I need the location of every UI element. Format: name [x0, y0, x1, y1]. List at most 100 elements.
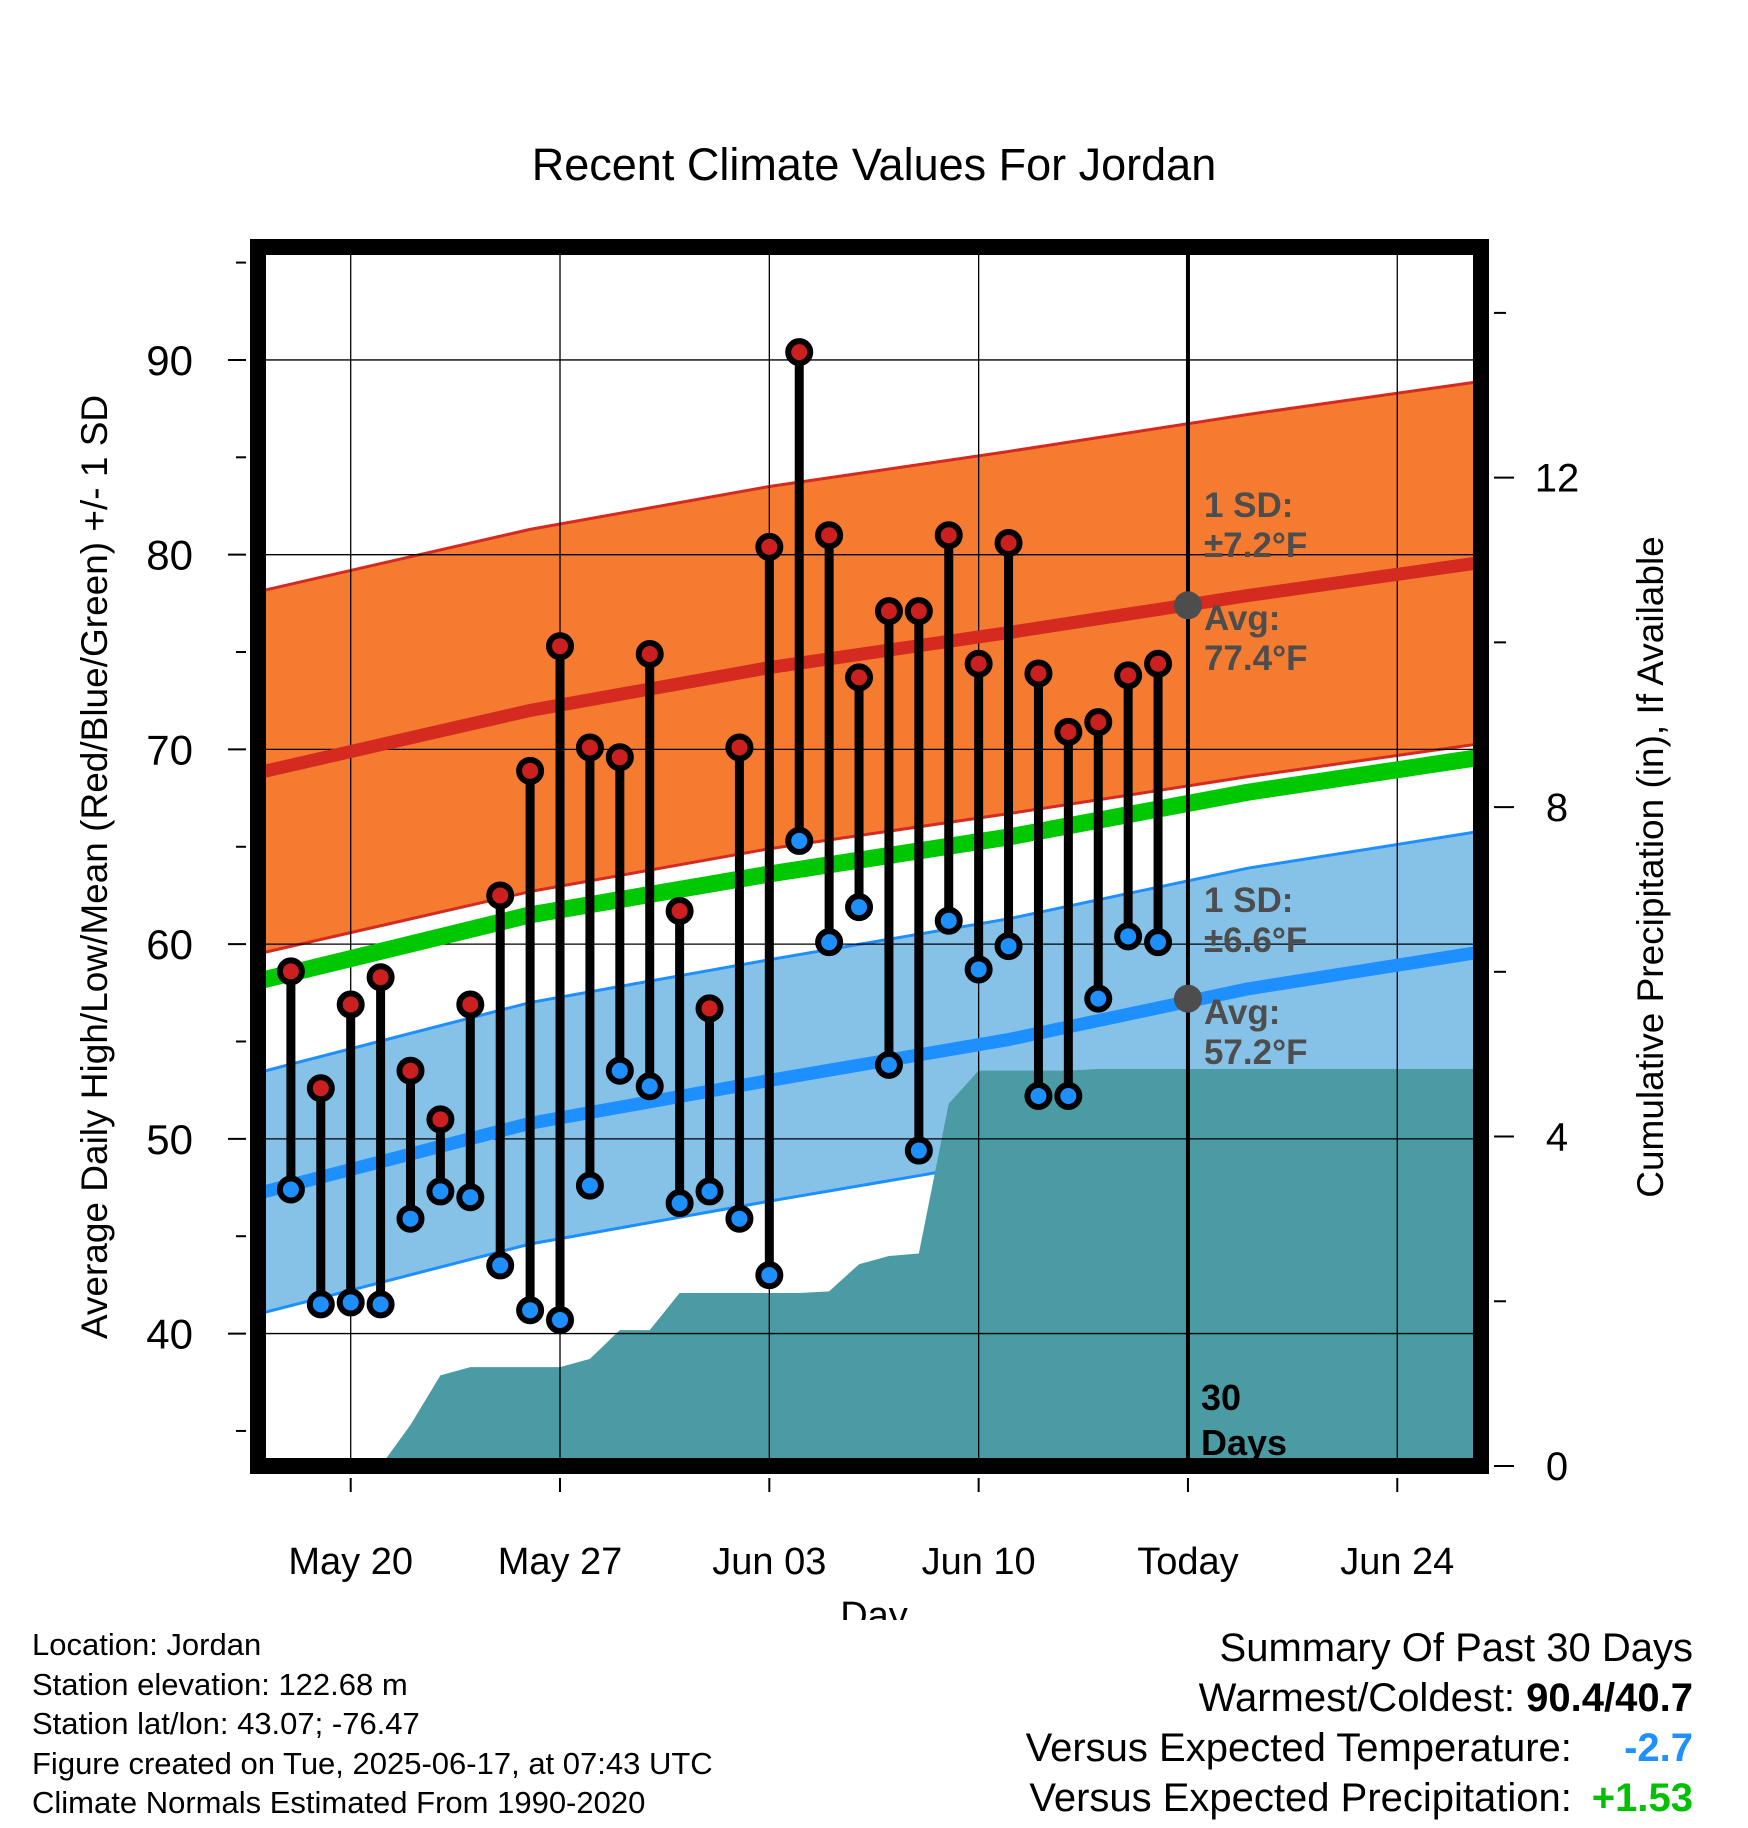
precip-value: +1.53 — [1591, 1776, 1693, 1820]
low-temp-point — [516, 1296, 545, 1325]
y2-tick-label: 12 — [1535, 457, 1580, 501]
climate-chart: Recent Climate Values For Jordan 30 Days … — [74, 139, 1671, 1620]
low-temp-point — [426, 1177, 455, 1206]
x-tick-label: May 27 — [498, 1541, 623, 1583]
low-temp-point — [336, 1288, 365, 1317]
chart-title: Recent Climate Values For Jordan — [532, 139, 1216, 190]
high-avg-marker — [1173, 591, 1202, 620]
high-temp-point — [605, 743, 634, 772]
temp-label: Versus Expected Temperature: — [1025, 1726, 1572, 1770]
summary-precip: Versus Expected Precipitation: +1.53 — [1026, 1773, 1693, 1823]
y-axis-label: Average Daily High/Low/Mean (Red/Blue/Gr… — [74, 395, 115, 1339]
high-sd-value: ±7.2°F — [1204, 526, 1307, 565]
station-elevation: Station elevation: 122.68 m — [32, 1666, 408, 1702]
low-temp-point — [994, 932, 1023, 961]
high-temp-point — [276, 957, 305, 986]
high-temp-point — [486, 881, 515, 910]
high-temp-point — [695, 994, 724, 1023]
observation-bars — [276, 338, 1173, 1334]
x-tick-label: Today — [1137, 1541, 1238, 1583]
axes: May 20 May 27 Jun 03 Jun 10 Today Jun 24 40 50 6… — [146, 261, 1580, 1583]
high-temp-point — [1114, 661, 1143, 690]
low-temp-point — [1054, 1082, 1083, 1111]
low-temp-point — [1114, 922, 1143, 951]
today-days-label: 30 Days — [1201, 1377, 1287, 1463]
high-temp-point — [845, 663, 874, 692]
summary-warm-cold: Warmest/Coldest: 90.4/40.7 — [1026, 1673, 1693, 1723]
low-sd-label: 1 SD: — [1204, 881, 1293, 920]
figure-created: Figure created on Tue, 2025-06-17, at 07… — [32, 1745, 713, 1781]
high-temp-point — [1144, 649, 1173, 678]
station-info: Location: Jordan Station elevation: 122.… — [32, 1625, 713, 1823]
warm-cold-value: 90.4/40.7 — [1526, 1676, 1693, 1720]
low-temp-point — [276, 1175, 305, 1204]
low-temp-point — [904, 1136, 933, 1165]
low-temp-point — [605, 1056, 634, 1085]
summary-panel: Summary Of Past 30 Days Warmest/Coldest:… — [1026, 1623, 1693, 1823]
y2-axis-label: Cumulative Precipitation (in), If Availa… — [1630, 536, 1671, 1198]
high-temp-point — [456, 990, 485, 1019]
high-temp-point — [366, 963, 395, 992]
low-temp-point — [755, 1261, 784, 1290]
y-tick-label: 90 — [146, 337, 193, 384]
x-tick-label: Jun 03 — [712, 1541, 826, 1583]
y-tick-label: 80 — [146, 532, 193, 579]
low-temp-point — [575, 1171, 604, 1200]
x-tick-label: Jun 24 — [1340, 1541, 1454, 1583]
low-temp-point — [665, 1189, 694, 1218]
high-temp-point — [575, 733, 604, 762]
station-latlon: Station lat/lon: 43.07; -76.47 — [32, 1706, 420, 1741]
low-temp-point — [1024, 1082, 1053, 1111]
high-avg-label: Avg: — [1204, 599, 1280, 638]
summary-title: Summary Of Past 30 Days — [1219, 1626, 1693, 1670]
x-axis-label: Day — [840, 1595, 908, 1620]
low-temp-point — [695, 1177, 724, 1206]
low-sd-value: ±6.6°F — [1204, 921, 1307, 960]
low-temp-point — [725, 1204, 754, 1233]
y-tick-label: 60 — [146, 921, 193, 968]
high-avg-value: 77.4°F — [1204, 639, 1308, 678]
high-temp-point — [725, 733, 754, 762]
low-temp-point — [546, 1305, 575, 1334]
high-temp-point — [994, 528, 1023, 557]
low-temp-point — [815, 928, 844, 957]
warm-cold-label: Warmest/Coldest: — [1198, 1676, 1516, 1720]
y-tick-label: 50 — [146, 1116, 193, 1163]
low-temp-point — [306, 1290, 335, 1319]
low-temp-point — [486, 1251, 515, 1280]
low-temp-point — [934, 906, 963, 935]
high-temp-point — [635, 639, 664, 668]
x-tick-label: May 20 — [288, 1541, 413, 1583]
y-tick-label: 70 — [146, 726, 193, 773]
low-temp-point — [1084, 984, 1113, 1013]
station-location: Location: Jordan — [32, 1627, 262, 1662]
low-temp-point — [845, 893, 874, 922]
today-line: 30 Days — [1185, 247, 1287, 1466]
high-temp-point — [1054, 717, 1083, 746]
high-temp-point — [1084, 708, 1113, 737]
low-temp-point — [874, 1050, 903, 1079]
high-temp-point — [815, 521, 844, 550]
high-temp-point — [1024, 659, 1053, 688]
x-tick-label: Jun 10 — [922, 1541, 1036, 1583]
high-sd-label: 1 SD: — [1204, 486, 1293, 525]
plot-frame — [250, 239, 1489, 1474]
high-temp-point — [426, 1105, 455, 1134]
plot-border — [250, 239, 1489, 1474]
precip-label: Versus Expected Precipitation: — [1029, 1776, 1572, 1820]
low-temp-point — [396, 1204, 425, 1233]
high-temp-point — [785, 338, 814, 367]
low-avg-label: Avg: — [1204, 993, 1280, 1032]
high-temp-point — [665, 897, 694, 926]
low-temp-point — [366, 1290, 395, 1319]
y2-tick-label: 0 — [1546, 1445, 1568, 1489]
low-temp-point — [785, 826, 814, 855]
high-temp-point — [336, 990, 365, 1019]
precipitation-area — [320, 1069, 1481, 1466]
high-temp-point — [874, 597, 903, 626]
y-tick-label: 40 — [146, 1311, 193, 1358]
high-temp-point — [396, 1056, 425, 1085]
high-temp-point — [904, 597, 933, 626]
normals-period: Climate Normals Estimated From 1990-2020 — [32, 1785, 646, 1820]
